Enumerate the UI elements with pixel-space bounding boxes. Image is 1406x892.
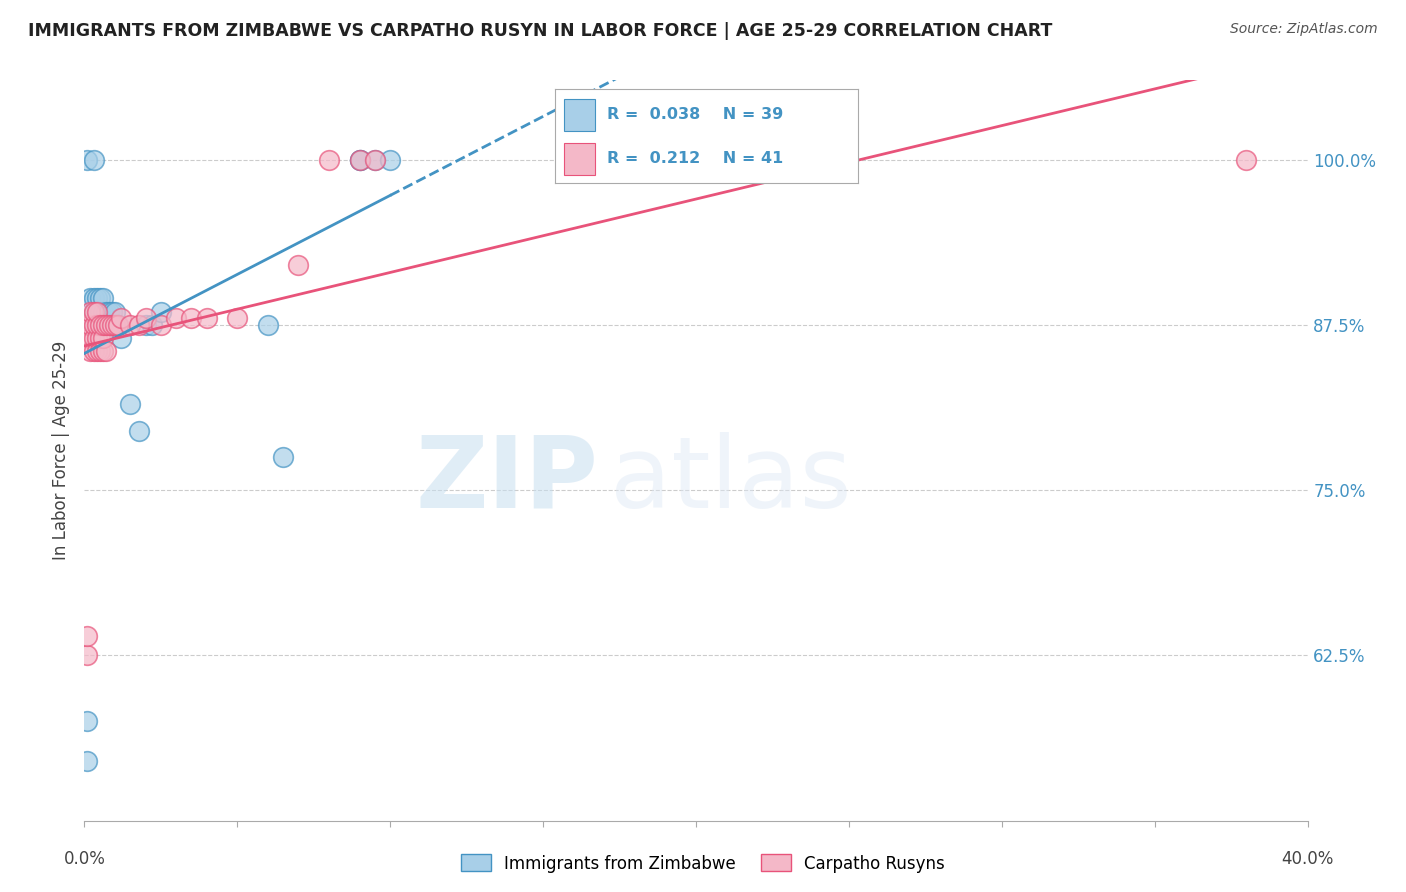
Point xyxy=(89,318,111,332)
Point xyxy=(380,153,402,167)
Point xyxy=(104,318,127,332)
Point xyxy=(165,311,187,326)
Text: R =  0.038    N = 39: R = 0.038 N = 39 xyxy=(607,107,783,122)
Point xyxy=(91,304,114,318)
Point xyxy=(79,318,101,332)
Point xyxy=(89,318,111,332)
Point xyxy=(76,714,98,729)
Point xyxy=(149,318,172,332)
Point xyxy=(79,344,101,359)
Point xyxy=(141,318,163,332)
Point xyxy=(110,311,132,326)
Text: Source: ZipAtlas.com: Source: ZipAtlas.com xyxy=(1230,22,1378,37)
Point xyxy=(94,318,117,332)
Point xyxy=(76,153,98,167)
Point xyxy=(86,318,108,332)
Point xyxy=(135,318,157,332)
Point xyxy=(91,318,114,332)
Point xyxy=(120,397,142,411)
Point xyxy=(76,628,98,642)
Point xyxy=(83,318,105,332)
Point xyxy=(94,318,117,332)
Point xyxy=(94,304,117,318)
Point xyxy=(349,153,371,167)
Point xyxy=(79,318,101,332)
Point xyxy=(135,311,157,326)
Point xyxy=(86,304,108,318)
Point xyxy=(83,304,105,318)
Point xyxy=(86,304,108,318)
Point xyxy=(128,424,150,438)
Point xyxy=(271,450,294,464)
Point xyxy=(89,344,111,359)
Point xyxy=(83,153,105,167)
Point xyxy=(79,331,101,345)
Point xyxy=(76,318,98,332)
FancyBboxPatch shape xyxy=(564,98,595,131)
Point xyxy=(91,344,114,359)
Point xyxy=(97,304,120,318)
Point xyxy=(89,331,111,345)
Point xyxy=(79,292,101,306)
Point xyxy=(104,318,127,332)
Point xyxy=(364,153,387,167)
Point xyxy=(349,153,371,167)
Point xyxy=(226,311,249,326)
Point xyxy=(89,304,111,318)
Point xyxy=(104,304,127,318)
Point xyxy=(86,344,108,359)
Point xyxy=(94,344,117,359)
Point xyxy=(83,318,105,332)
Legend: Immigrants from Zimbabwe, Carpatho Rusyns: Immigrants from Zimbabwe, Carpatho Rusyn… xyxy=(454,847,952,880)
Text: IMMIGRANTS FROM ZIMBABWE VS CARPATHO RUSYN IN LABOR FORCE | AGE 25-29 CORRELATIO: IMMIGRANTS FROM ZIMBABWE VS CARPATHO RUS… xyxy=(28,22,1053,40)
Point xyxy=(101,318,124,332)
Point xyxy=(89,292,111,306)
Point xyxy=(86,331,108,345)
Point xyxy=(79,304,101,318)
Point xyxy=(128,318,150,332)
Text: 0.0%: 0.0% xyxy=(63,850,105,868)
Point xyxy=(97,318,120,332)
Point xyxy=(91,292,114,306)
Point xyxy=(318,153,340,167)
Point xyxy=(101,304,124,318)
Point xyxy=(107,318,129,332)
Point xyxy=(76,754,98,768)
Point xyxy=(149,304,172,318)
Point xyxy=(86,292,108,306)
Point xyxy=(76,648,98,663)
Point xyxy=(83,344,105,359)
Text: ZIP: ZIP xyxy=(415,432,598,529)
Text: 40.0%: 40.0% xyxy=(1281,850,1334,868)
Point xyxy=(107,318,129,332)
Text: R =  0.212    N = 41: R = 0.212 N = 41 xyxy=(607,152,783,167)
Point xyxy=(287,259,309,273)
Point xyxy=(364,153,387,167)
Point xyxy=(97,318,120,332)
Point xyxy=(101,318,124,332)
Point xyxy=(83,292,105,306)
Point xyxy=(349,153,371,167)
Point xyxy=(120,318,142,332)
Point xyxy=(83,304,105,318)
FancyBboxPatch shape xyxy=(564,143,595,176)
Point xyxy=(257,318,280,332)
Point xyxy=(91,331,114,345)
Point xyxy=(83,331,105,345)
Point xyxy=(110,331,132,345)
Point xyxy=(195,311,218,326)
Y-axis label: In Labor Force | Age 25-29: In Labor Force | Age 25-29 xyxy=(52,341,70,560)
Point xyxy=(180,311,202,326)
Point xyxy=(91,318,114,332)
Text: atlas: atlas xyxy=(610,432,852,529)
Point xyxy=(86,318,108,332)
Point xyxy=(1236,153,1258,167)
